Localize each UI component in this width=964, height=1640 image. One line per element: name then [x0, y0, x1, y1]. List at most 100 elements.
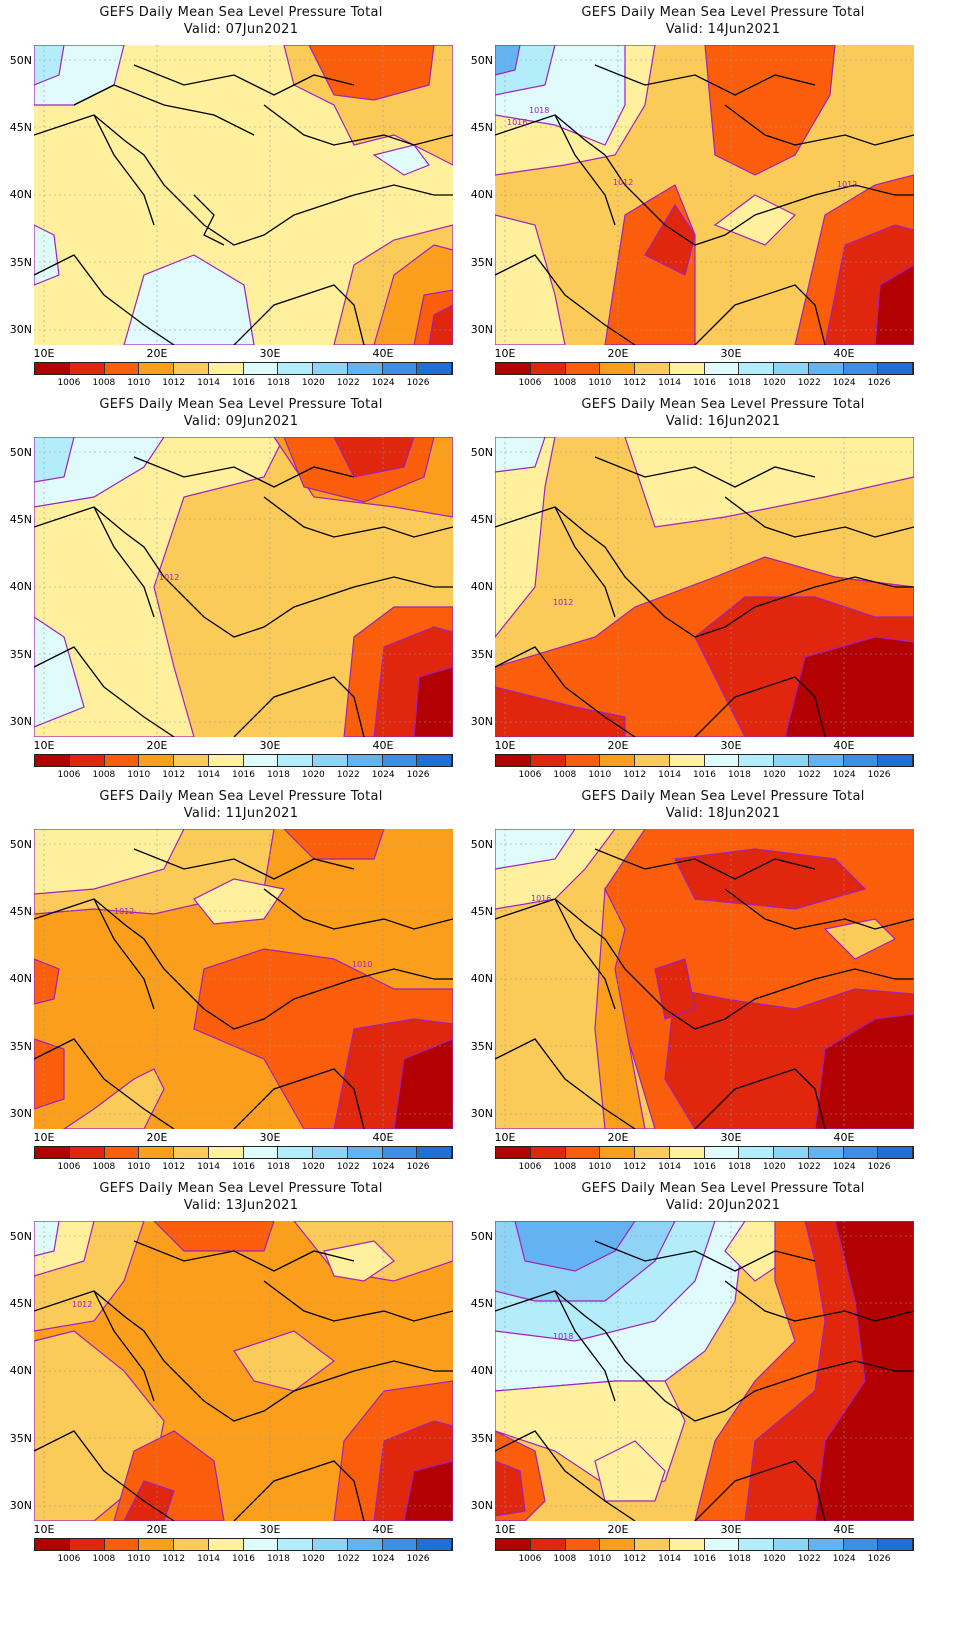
colorbar-swatch: [104, 363, 140, 374]
colorbar-swatch: [382, 1147, 418, 1158]
colorbar-swatch: [347, 363, 383, 374]
colorbar-swatch: [635, 1539, 670, 1550]
colorbar: [34, 754, 453, 767]
colorbar-label: 1016: [693, 1162, 716, 1172]
colorbar-swatch: [69, 1147, 105, 1158]
colorbar-swatch: [843, 1539, 879, 1550]
colorbar-swatch: [774, 755, 809, 766]
colorbar-label: 1026: [867, 770, 891, 780]
colorbar-label: 1024: [371, 378, 395, 388]
colorbar-swatch: [808, 363, 844, 374]
colorbar-swatch: [635, 363, 670, 374]
lat-label: 50N: [9, 838, 32, 851]
colorbar-label: 1014: [197, 1162, 221, 1172]
colorbar-swatch: [739, 755, 774, 766]
colorbar-label: 1008: [92, 378, 116, 388]
panel-valid-date: Valid: 13Jun2021: [183, 1198, 299, 1213]
colorbar-swatch: [347, 755, 383, 766]
colorbar-label: 1018: [266, 378, 290, 388]
lon-label: 20E: [146, 1523, 168, 1536]
colorbar-swatch: [208, 1539, 244, 1550]
lon-label: 40E: [372, 739, 394, 752]
colorbar-label: 1020: [301, 770, 325, 780]
pressure-map: 1012: [495, 437, 914, 737]
lat-label: 30N: [470, 1107, 493, 1120]
colorbar-swatch: [208, 1147, 244, 1158]
colorbar-label: 1022: [797, 378, 821, 388]
lon-label: 10E: [33, 739, 55, 752]
colorbar-label: 1024: [832, 1554, 856, 1564]
colorbar-swatch: [669, 755, 705, 766]
colorbar-swatch: [600, 1539, 635, 1550]
colorbar-swatch: [635, 1147, 670, 1158]
lon-label: 20E: [607, 347, 629, 360]
colorbar-label: 1006: [57, 1162, 81, 1172]
colorbar-label: 1014: [197, 1554, 221, 1564]
panel-title: GEFS Daily Mean Sea Level Pressure Total: [99, 5, 383, 20]
pressure-map: 1012 1010: [34, 829, 453, 1129]
colorbar-swatch: [878, 1539, 913, 1550]
lon-label: 10E: [33, 347, 55, 360]
map-panel-14jun: GEFS Daily Mean Sea Level Pressure Total…: [471, 0, 964, 410]
lat-label: 45N: [470, 121, 493, 134]
colorbar-swatch: [174, 1147, 209, 1158]
colorbar-swatch: [35, 1539, 70, 1550]
lat-label: 40N: [470, 972, 493, 985]
lat-label: 40N: [470, 1364, 493, 1377]
colorbar-label: 1016: [232, 1162, 255, 1172]
colorbar-label: 1020: [762, 378, 786, 388]
lon-label: 20E: [607, 739, 629, 752]
colorbar-label: 1010: [588, 1554, 612, 1564]
panel-valid-date: Valid: 07Jun2021: [183, 22, 299, 37]
lat-label: 30N: [9, 715, 32, 728]
colorbar-swatch: [243, 1147, 279, 1158]
pressure-map: 1016: [495, 829, 914, 1129]
colorbar-label: 1014: [197, 770, 221, 780]
colorbar-label: 1022: [797, 1554, 821, 1564]
colorbar-swatch: [347, 1539, 383, 1550]
lat-label: 45N: [9, 513, 32, 526]
colorbar-label: 1026: [867, 1162, 891, 1172]
colorbar-label: 1010: [127, 770, 151, 780]
lon-label: 40E: [833, 1131, 855, 1144]
colorbar-label: 1022: [797, 770, 821, 780]
colorbar-label: 1006: [518, 1554, 542, 1564]
lat-label: 30N: [470, 715, 493, 728]
colorbar-swatch: [669, 1147, 705, 1158]
colorbar-label: 1014: [658, 770, 682, 780]
panel-title: GEFS Daily Mean Sea Level Pressure Total: [99, 397, 383, 412]
colorbar-label: 1024: [832, 1162, 856, 1172]
colorbar-swatch: [843, 755, 879, 766]
panel-valid-date: Valid: 18Jun2021: [665, 806, 781, 821]
colorbar-swatch: [496, 755, 531, 766]
colorbar-label: 1014: [658, 378, 682, 388]
colorbar-label: 1006: [518, 1162, 542, 1172]
lat-label: 45N: [9, 1297, 32, 1310]
colorbar-swatch: [313, 1539, 348, 1550]
colorbar-label: 1010: [127, 378, 151, 388]
pressure-map: 1018 1016 1012 1012: [495, 45, 914, 345]
colorbar-label: 1008: [92, 1162, 116, 1172]
contour-label: 1016: [531, 894, 551, 903]
contour-label: 1012: [837, 180, 857, 189]
colorbar-label: 1026: [867, 1554, 891, 1564]
colorbar-label: 1012: [162, 1162, 186, 1172]
colorbar-swatch: [139, 1539, 174, 1550]
lat-label: 30N: [9, 323, 32, 336]
lon-label: 10E: [33, 1131, 55, 1144]
lon-label: 40E: [372, 347, 394, 360]
colorbar-swatch: [635, 755, 670, 766]
colorbar-swatch: [530, 363, 566, 374]
contour-label: 1012: [159, 573, 179, 582]
panel-title: GEFS Daily Mean Sea Level Pressure Total: [99, 1181, 383, 1196]
lon-label: 30E: [259, 1131, 281, 1144]
colorbar-swatch: [104, 755, 140, 766]
colorbar-swatch: [739, 1147, 774, 1158]
contour-label: 1012: [613, 178, 633, 187]
colorbar-swatch: [104, 1539, 140, 1550]
colorbar-label: 1014: [658, 1162, 682, 1172]
colorbar-swatch: [104, 1147, 140, 1158]
colorbar-label: 1024: [832, 770, 856, 780]
colorbar-label: 1024: [371, 1162, 395, 1172]
colorbar-label: 1016: [232, 378, 255, 388]
